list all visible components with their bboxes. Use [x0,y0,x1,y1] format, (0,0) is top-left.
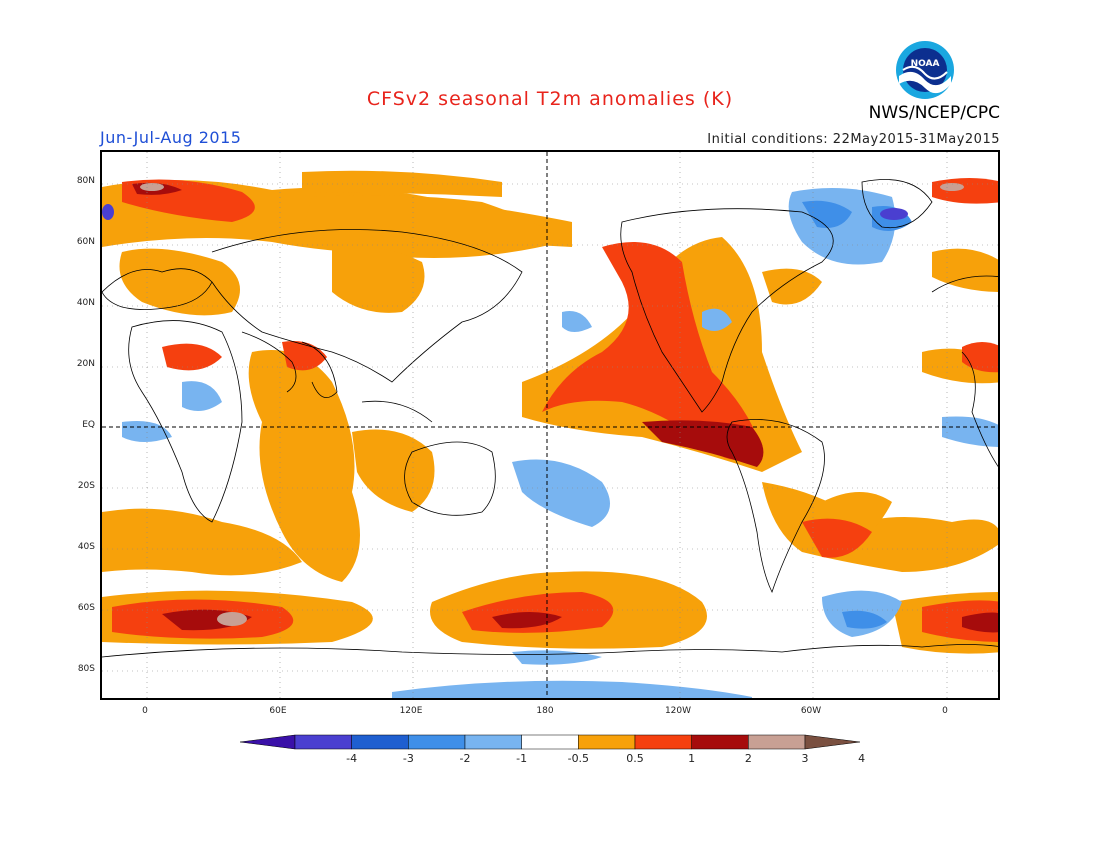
colorbar-segment [408,734,466,750]
colorbar-segment [748,734,806,750]
lon-label-120w: 120W [664,706,692,716]
coastlines [102,179,998,658]
colorbar-label: 0.5 [626,752,644,765]
colorbar-segments [239,734,861,750]
colorbar-segment [634,734,692,750]
colorbar-segment [294,734,352,750]
colorbar-label: -4 [346,752,358,765]
colorbar-label: -0.5 [567,752,590,765]
lat-label-60s: 60S [77,603,95,613]
lat-label-40n: 40N [76,298,95,308]
anomaly-map [100,150,1000,700]
cool-anomaly-layer-3 [102,204,908,220]
agency-label: NWS/NCEP/CPC [868,103,1000,123]
lon-label-60w: 60W [800,706,822,716]
lon-label-0: 0 [142,706,148,716]
lat-label-60n: 60N [76,237,95,247]
lat-label-20s: 20S [77,481,95,491]
lon-label-180: 180 [536,706,554,716]
lat-label-80n: 80N [76,176,95,186]
lat-label-20n: 20N [76,359,95,369]
colorbar-segment [521,734,579,750]
anomaly-map-canvas [102,152,998,698]
colorbar-segment-max [804,734,861,750]
colorbar-label: 3 [801,752,809,765]
lat-label-80s: 80S [77,664,95,674]
warm-anomaly-layer-4 [140,183,964,626]
colorbar-label: 1 [688,752,696,765]
colorbar-label: -2 [459,752,471,765]
colorbar-label: -3 [402,752,414,765]
cool-anomaly-layer-1 [122,188,998,698]
colorbar-segment [578,734,636,750]
noaa-logo: NOAA [896,41,954,99]
map-title: CFSv2 seasonal T2m anomalies (K) [366,88,734,110]
lat-label-40s: 40S [77,542,95,552]
lon-label-0-right: 0 [942,706,948,716]
season-label: Jun-Jul-Aug 2015 [100,128,242,147]
lat-label-eq: EQ [82,420,95,430]
colorbar-segment [464,734,522,750]
initial-conditions-label: Initial conditions: 22May2015-31May2015 [707,132,1000,147]
colorbar-segment [691,734,749,750]
colorbar-label: 2 [744,752,752,765]
colorbar-segment-min [239,734,296,750]
gridlines [102,152,998,698]
lon-label-120e: 120E [399,706,423,716]
logo-text: NOAA [911,59,940,69]
lon-label-60e: 60E [269,706,287,716]
colorbar-segment [351,734,409,750]
colorbar-label: 4 [858,752,866,765]
colorbar-label: -1 [516,752,528,765]
